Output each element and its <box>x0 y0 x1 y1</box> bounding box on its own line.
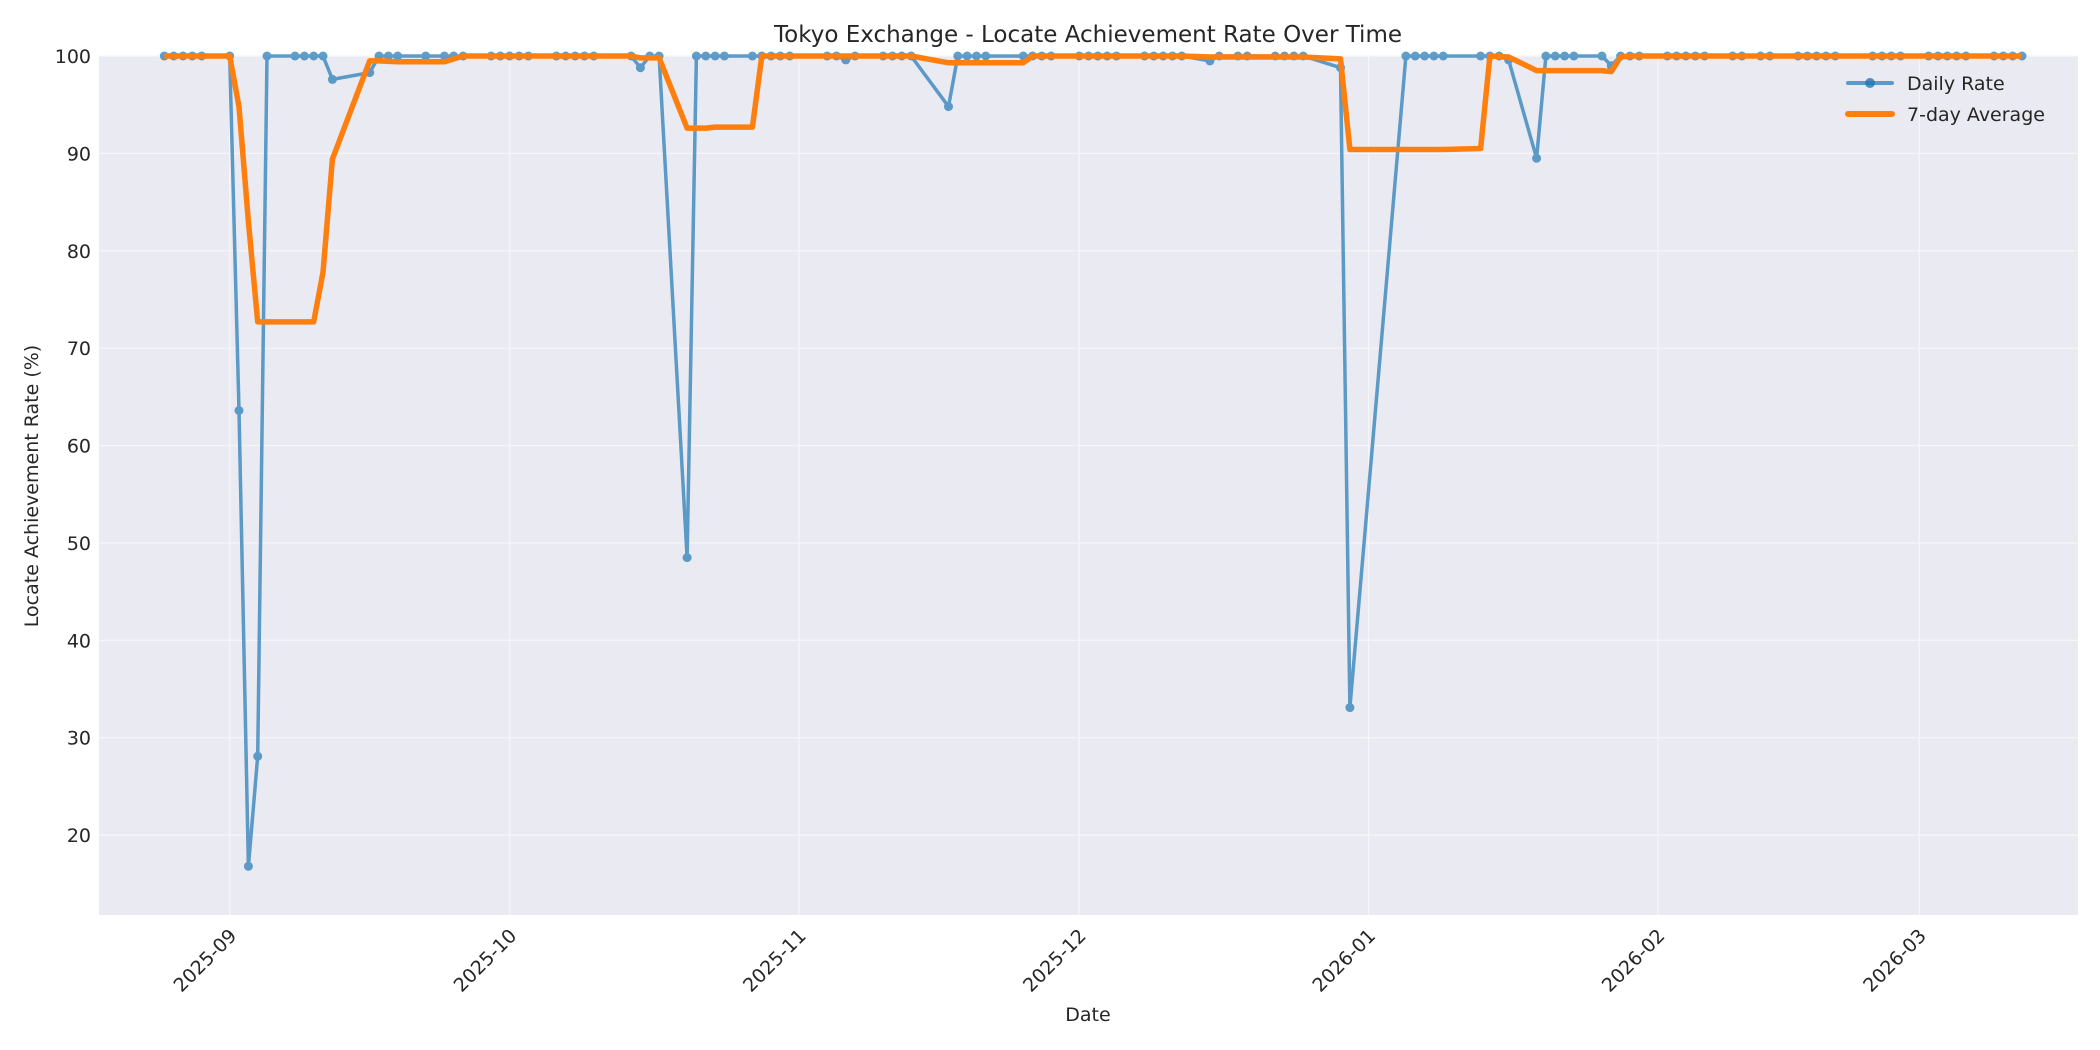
data-point <box>962 51 972 61</box>
data-point <box>953 51 963 61</box>
data-point <box>1550 51 1560 61</box>
data-point <box>1429 51 1439 61</box>
data-point <box>719 51 729 61</box>
series-layer <box>159 51 2027 871</box>
legend-label-7-day-average: 7-day Average <box>1907 104 2045 126</box>
series-7-day-average <box>164 53 2022 325</box>
data-point <box>691 51 701 61</box>
data-point <box>972 51 981 61</box>
x-tick-label: 2026-01 <box>1308 925 1380 997</box>
data-point <box>1476 51 1486 61</box>
legend-label-daily-rate: Daily Rate <box>1907 73 2005 95</box>
data-point <box>710 51 720 61</box>
data-point <box>1410 51 1420 61</box>
data-point <box>682 553 692 563</box>
data-point <box>701 51 711 61</box>
data-point <box>1532 153 1542 163</box>
data-point <box>393 51 403 61</box>
x-axis-ticks: 2025-09 2025-10 2025-11 2025-12 2026-01 2026-… <box>170 925 1931 997</box>
y-tick-label: 30 <box>67 728 91 750</box>
x-tick-label: 2025-10 <box>450 925 522 997</box>
data-point <box>253 751 263 761</box>
x-tick-label: 2026-03 <box>1859 925 1931 997</box>
data-point <box>635 63 645 73</box>
y-tick-label: 90 <box>67 143 91 165</box>
data-point <box>1560 51 1570 61</box>
data-point <box>421 51 431 61</box>
x-axis-label: Date <box>1065 1004 1110 1026</box>
data-point <box>234 406 244 415</box>
data-point <box>290 51 300 61</box>
y-axis-label: Locate Achievement Rate (%) <box>21 345 43 627</box>
y-tick-label: 100 <box>55 46 91 68</box>
y-tick-label: 20 <box>67 825 91 847</box>
y-tick-label: 80 <box>67 241 91 263</box>
data-point <box>944 102 953 112</box>
data-point <box>1420 51 1430 61</box>
data-point <box>1597 51 1607 61</box>
y-tick-label: 60 <box>67 436 91 458</box>
y-axis-ticks: 20 30 40 50 60 70 80 90 100 <box>55 46 91 847</box>
legend-dot-marker-icon <box>1865 78 1875 88</box>
legend-item-7-day-average: 7-day Average <box>1845 104 2045 126</box>
data-point <box>1345 703 1355 713</box>
y-tick-label: 40 <box>67 630 91 652</box>
data-point <box>262 51 272 61</box>
y-tick-label: 70 <box>67 338 91 360</box>
data-point <box>747 51 757 61</box>
data-point <box>1401 51 1411 61</box>
data-point <box>383 51 393 61</box>
chart-title: Tokyo Exchange - Locate Achievement Rate… <box>773 22 1402 48</box>
data-point <box>243 861 253 871</box>
data-point <box>299 51 309 61</box>
x-tick-label: 2026-02 <box>1598 925 1670 997</box>
data-point <box>318 51 328 61</box>
x-tick-label: 2025-09 <box>170 925 242 997</box>
legend: Daily Rate 7-day Average <box>1845 73 2045 126</box>
data-point <box>1541 51 1551 61</box>
plot-area <box>99 56 2078 915</box>
legend-item-daily-rate: Daily Rate <box>1846 73 2005 95</box>
x-tick-label: 2025-12 <box>1019 925 1091 997</box>
y-tick-label: 50 <box>67 533 91 555</box>
data-point <box>1569 51 1579 61</box>
data-point <box>1438 51 1448 61</box>
x-tick-label: 2025-11 <box>739 925 811 997</box>
data-point <box>981 51 991 61</box>
data-point <box>309 51 319 61</box>
data-point <box>327 74 337 84</box>
